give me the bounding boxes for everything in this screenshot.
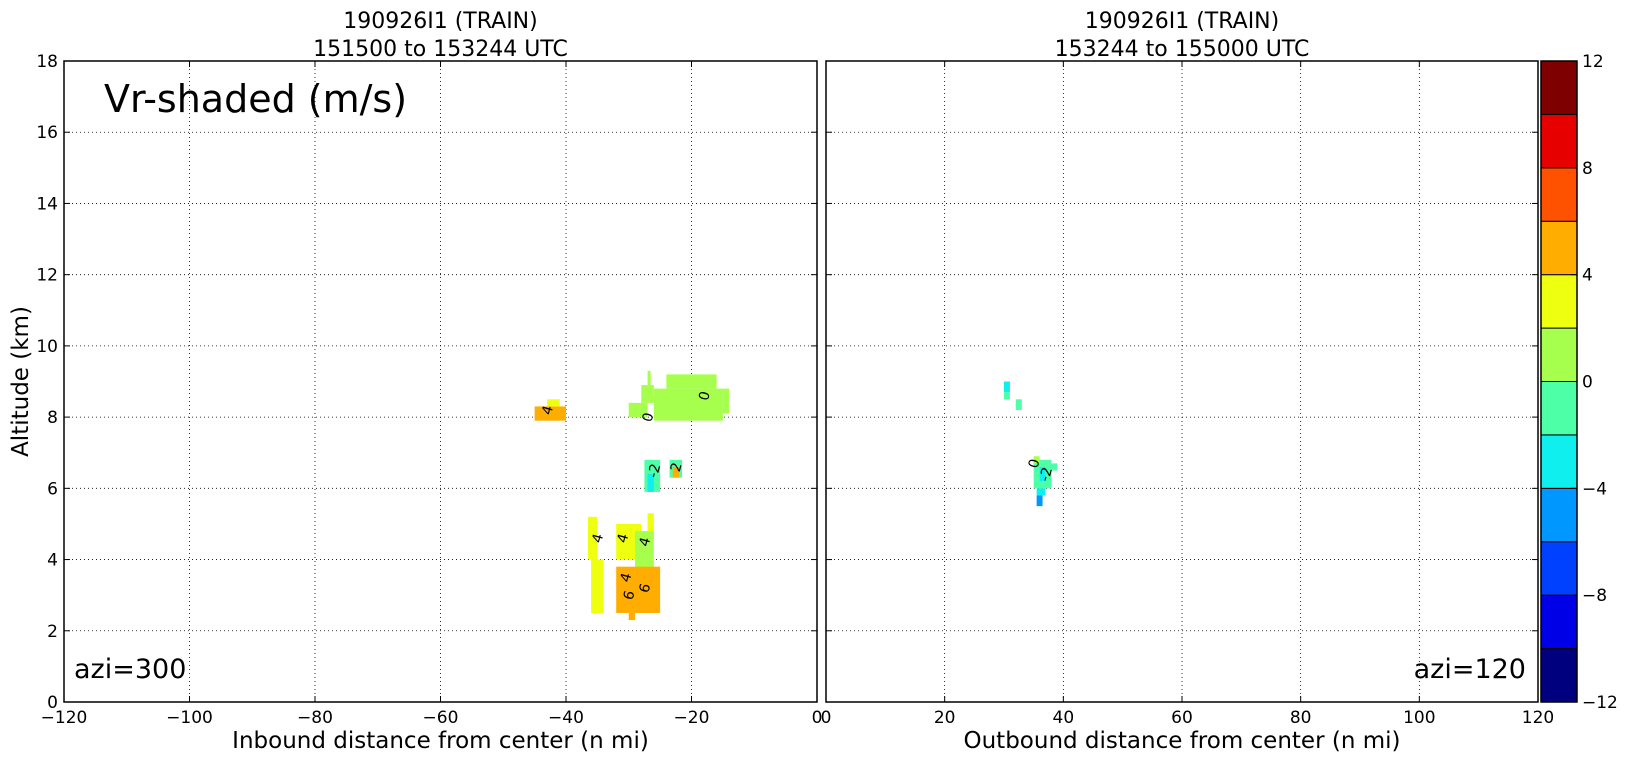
x-tick-label: −120 [41,708,88,728]
data-cell [1004,392,1010,400]
colorbar-segment [1540,541,1578,596]
contour-label: 4 [618,571,636,584]
colorbar-tick-label: 8 [1582,159,1593,179]
colorbar-segment [1540,487,1578,543]
colorbar-segment [1540,274,1578,329]
data-cell [641,385,654,403]
x-tick-label: −100 [166,708,213,728]
data-cell [628,612,636,621]
chart-subtitle: 151500 to 153244 UTC [313,37,568,62]
data-cell [547,399,560,407]
y-tick-label: 0 [47,693,58,713]
colorbar-tick-label: −4 [1582,479,1607,499]
data-cell [1051,463,1058,471]
data-cell [672,466,679,478]
contour-label: 4 [615,532,633,545]
data-cell [616,566,661,613]
data-cell [647,370,651,386]
contour-label: 4 [589,532,607,545]
x-tick-label: −40 [548,708,584,728]
x-tick-label: −20 [674,708,710,728]
contour-label: -2 [1037,466,1056,484]
contour-label: 0 [640,411,658,424]
azimuth-label: azi=300 [74,654,186,685]
colorbar-tick-label: −8 [1582,586,1607,606]
x-tick-label: 100 [1403,708,1435,728]
x-tick-label: 20 [934,708,956,728]
colorbar-tick-label: 4 [1582,266,1593,286]
data-cell [1033,456,1040,464]
x-tick-label: 120 [1522,708,1554,728]
y-tick-label: 8 [47,408,58,428]
data-cell [1015,399,1022,410]
y-axis-label: Altitude (km) [8,306,34,457]
contour-label: 6 [621,589,639,602]
chart-subtitle: 153244 to 155000 UTC [1055,37,1310,62]
data-cell [647,513,654,532]
x-axis-label: Inbound distance from center (n mi) [232,728,649,754]
contour-label: 2 [668,461,686,474]
data-cell [628,402,648,418]
colorbar-tick-label: 12 [1582,52,1604,72]
colorbar-segment [1540,113,1578,169]
colorbar-segment [1540,327,1578,383]
x-tick-label: −80 [297,708,333,728]
data-cell [587,516,598,560]
y-tick-label: 2 [47,622,58,642]
x-tick-label: 80 [1290,708,1312,728]
y-tick-label: 6 [47,479,58,499]
x-tick-label: 0 [812,708,823,728]
azimuth-label: azi=120 [1414,654,1526,685]
colorbar-segment [1540,60,1578,115]
data-cell [1036,495,1043,507]
contour-label: 6 [637,582,655,595]
data-cell [653,388,723,421]
x-tick-label: 0 [821,708,832,728]
data-cell [635,531,654,578]
x-tick-label: −60 [423,708,459,728]
colorbar-segment [1540,434,1578,489]
colorbar-segment [1540,594,1578,650]
contour-label: -2 [645,462,664,480]
y-tick-label: 12 [36,266,58,286]
data-cell [1004,381,1010,393]
chart-title: 190926I1 (TRAIN) [1085,9,1279,34]
data-cell [1036,488,1046,496]
y-tick-label: 14 [36,194,58,214]
colorbar-segment [1540,381,1578,436]
colorbar: −12 0 4 8 12 −8 −4 [1540,52,1618,713]
y-tick-label: 4 [47,551,58,571]
data-cell [647,474,654,492]
y-tick-label: 10 [36,337,58,357]
contour-label: 0 [696,390,714,403]
y-tick-label: 18 [36,52,58,72]
data-cell [1039,466,1046,482]
shading-annotation: Vr-shaded (m/s) [104,77,407,121]
data-cell [722,388,730,414]
data-cell [591,559,604,613]
data-cell [534,406,566,421]
colorbar-segment [1540,648,1578,703]
colorbar-segment [1540,220,1578,276]
contour-label: 4 [539,404,557,417]
y-tick-label: 16 [36,123,58,143]
colorbar-tick-label: 0 [1582,373,1593,393]
contour-label: 0 [1026,457,1044,470]
x-axis-label: Outbound distance from center (n mi) [964,728,1401,754]
colorbar-tick-label: −12 [1582,693,1618,713]
colorbar-segment [1540,167,1578,222]
chart-title: 190926I1 (TRAIN) [343,9,537,34]
data-cell [666,374,717,389]
x-tick-label: 40 [1053,708,1075,728]
contour-label: 4 [637,536,655,549]
x-tick-label: 60 [1171,708,1193,728]
